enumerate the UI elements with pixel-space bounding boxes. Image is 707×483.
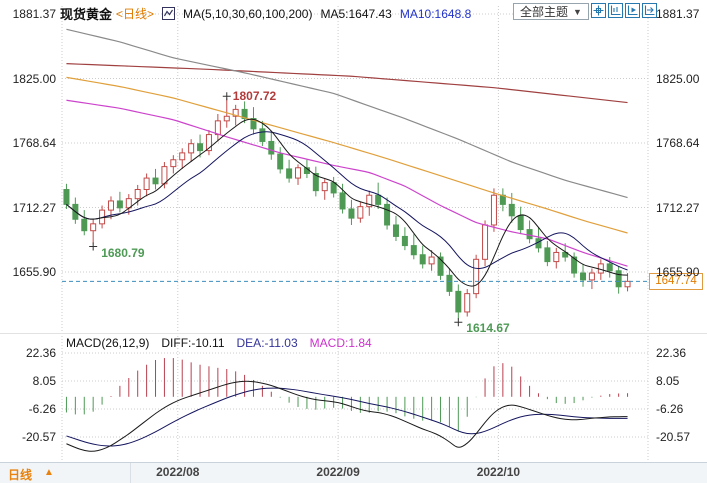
x-axis-date-label: 2022/09 [316, 465, 360, 479]
chevron-down-icon: ▼ [573, 6, 582, 17]
timeframe-up-arrow-icon[interactable]: ▲ [44, 467, 54, 478]
macd-macd-value: MACD:1.84 [309, 336, 372, 350]
price-annotation: 1807.72 [232, 89, 277, 104]
ma5-value-label: MA5:1647.43 [320, 6, 392, 21]
price-annotation: 1614.67 [466, 321, 510, 336]
price-axis-label-right: 1825.00 [656, 71, 700, 86]
price-axis-label-left: 1655.90 [12, 265, 56, 280]
macd-axis-label-right: 22.36 [656, 346, 687, 361]
macd-axis-label-left: 22.36 [25, 346, 56, 361]
price-axis-label-right: 1655.90 [656, 265, 700, 280]
macd-axis-label-right: -6.26 [656, 402, 684, 417]
ma-params-label: MA(5,10,30,60,100,200) [183, 6, 313, 21]
macd-axis-label-left: -6.26 [28, 402, 56, 417]
crosshair-button[interactable] [591, 3, 606, 18]
axis-zoom-button[interactable] [608, 3, 623, 18]
x-axis-date-label: 2022/10 [476, 465, 521, 479]
macd-axis-label-right: -20.57 [656, 430, 691, 445]
macd-header: MACD(26,12,9) DIFF:-10.11 DEA:-11.03 MAC… [66, 336, 372, 350]
chart-line-icon [162, 7, 176, 20]
macd-axis-label-left: 8.05 [32, 374, 56, 389]
axis-shift-icon [644, 5, 655, 16]
axis-shift-button[interactable] [642, 3, 657, 18]
price-annotation: 1680.79 [101, 245, 145, 260]
price-axis-label-right: 1768.64 [656, 136, 700, 150]
macd-diff-value: DIFF:-10.11 [161, 336, 225, 350]
axis-play-button[interactable] [625, 3, 640, 18]
price-axis-label-left: 1881.37 [12, 7, 56, 21]
price-axis-label-left: 1768.64 [12, 136, 56, 150]
macd-axis-label-left: -20.57 [21, 430, 56, 445]
macd-axis-label-right: 8.05 [656, 374, 680, 389]
timeframe-label[interactable]: 日线 [8, 468, 33, 482]
chart-header: 现货黄金 <日线> MA(5,10,30,60,100,200) MA5:164… [60, 4, 471, 23]
ma10-value-label: MA10:1648.8 [399, 6, 472, 21]
bottom-status-bar: 日线 ▲ [0, 462, 707, 483]
last-price-badge: 1647.74 [649, 273, 703, 291]
x-axis-date-label: 2022/08 [156, 465, 200, 479]
bottom-bar-divider [130, 463, 131, 483]
macd-indicator-label: MACD(26,12,9) [66, 336, 150, 350]
theme-dropdown-label: 全部主题 [520, 5, 569, 19]
period-tag: <日线> [116, 7, 155, 21]
macd-dea-value: DEA:-11.03 [236, 336, 298, 350]
crosshair-icon [593, 5, 604, 16]
price-axis-label-right: 1881.37 [656, 7, 700, 21]
theme-dropdown[interactable]: 全部主题 ▼ [513, 3, 589, 20]
axis-zoom-icon [610, 5, 621, 16]
symbol-name: 现货黄金 [60, 7, 113, 22]
price-axis-label-left: 1712.27 [12, 200, 56, 215]
price-axis-label-right: 1712.27 [656, 200, 700, 215]
axis-play-icon [627, 5, 638, 16]
price-axis-label-left: 1825.00 [12, 71, 56, 86]
